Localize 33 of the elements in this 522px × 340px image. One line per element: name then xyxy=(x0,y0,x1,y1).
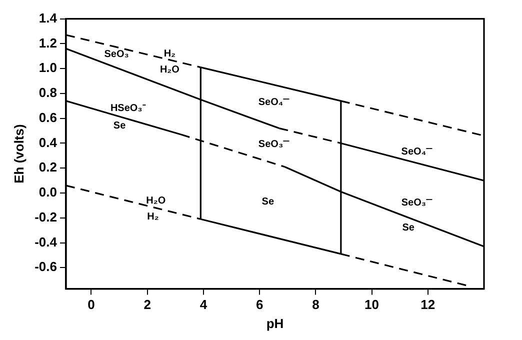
annotation: H₂ xyxy=(164,48,176,60)
annotation: Se xyxy=(113,120,126,132)
y-tick-label: 1.2 xyxy=(38,35,57,50)
y-tick-label: -0.2 xyxy=(34,209,57,224)
y-tick-label: 0.6 xyxy=(38,110,57,125)
y-tick-label: -0.6 xyxy=(34,259,57,274)
annotation: SeO₃⁻⁻ xyxy=(258,139,290,150)
annotation: SeO₃⁻⁻ xyxy=(401,198,434,209)
annotation: HSeO₃⁻ xyxy=(110,103,146,114)
y-tick-label: 1.4 xyxy=(38,10,58,26)
annotation: SeO₄⁻⁻ xyxy=(401,146,434,158)
y-tick-label: 1.0 xyxy=(38,60,57,76)
y-tick-label: 0.2 xyxy=(38,160,57,175)
annotation: Se xyxy=(262,196,274,208)
x-tick-label: 6 xyxy=(256,297,264,312)
annotation: H₂ xyxy=(147,211,159,222)
x-tick-label: 10 xyxy=(364,297,380,312)
x-tick-label: 0 xyxy=(88,297,95,312)
annotation: Se xyxy=(402,222,415,234)
y-tick-label: -0.4 xyxy=(34,234,58,250)
annotation: H₂O xyxy=(160,64,180,76)
x-tick-label: 4 xyxy=(200,297,208,312)
annotation: SeO₄⁻⁻ xyxy=(258,96,290,108)
annotation: H₂O xyxy=(146,195,166,206)
x-axis-title: pH xyxy=(266,316,284,331)
annotation: SeO₃ xyxy=(104,49,130,60)
x-tick-label: 2 xyxy=(144,297,151,312)
y-tick-label: 0.4 xyxy=(38,134,58,150)
x-tick-label: 8 xyxy=(312,297,320,312)
y-axis-title: Eh (volts) xyxy=(11,124,26,184)
y-tick-label: 0.8 xyxy=(38,85,57,100)
x-tick-label: 12 xyxy=(420,297,436,312)
y-tick-label: 0.0 xyxy=(38,184,57,200)
